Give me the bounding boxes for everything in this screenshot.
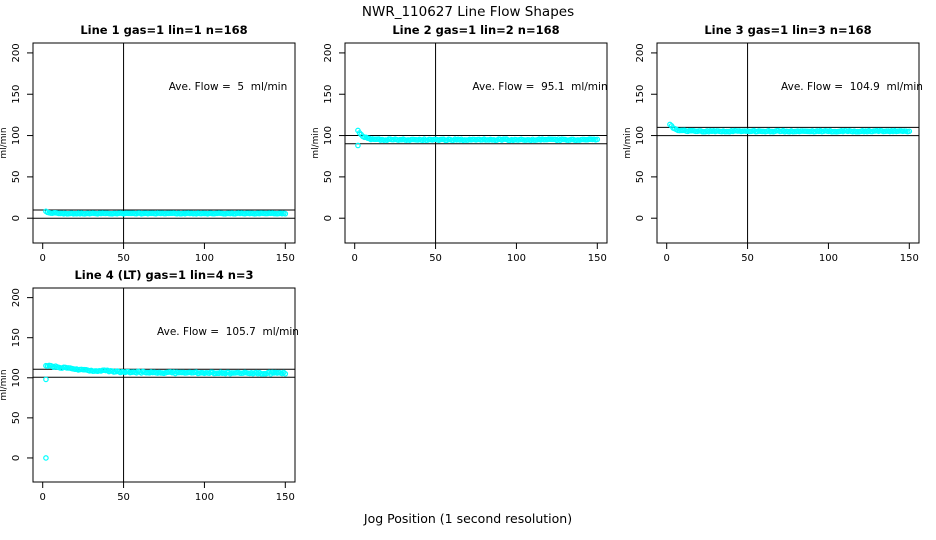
y-tick-label: 150: [323, 85, 334, 104]
x-tick-label: 100: [819, 253, 838, 264]
y-tick-label: 200: [323, 43, 334, 62]
panel-plot-4: 0 50 100 150 0 50 100 150 200 ml/min: [0, 287, 296, 503]
flow-outlier-point: [43, 376, 49, 383]
flow-data-points: [355, 127, 601, 149]
x-tick-label: 100: [195, 492, 214, 503]
plot-box: [656, 42, 920, 244]
y-tick-label: 100: [635, 126, 646, 145]
y-tick-label: 0: [11, 215, 22, 221]
y-tick-label: 150: [11, 85, 22, 104]
y-tick-label: 100: [323, 126, 334, 145]
y-tick-label: 50: [635, 171, 646, 184]
y-tick-label: 100: [11, 368, 22, 387]
panel-plot-1: 0 50 100 150 0 50 100 150 200 ml/min: [0, 42, 296, 264]
y-tick-label: 0: [11, 455, 22, 461]
x-tick-label: 150: [276, 492, 295, 503]
panel-title-line-4: Line 4 (LT) gas=1 lin=4 n=3: [74, 268, 254, 282]
flow-data-points: [43, 208, 289, 217]
y-tick-label: 50: [11, 412, 22, 425]
y-axis-unit-label: ml/min: [623, 127, 633, 158]
y-tick-label: 0: [635, 215, 646, 221]
flow-data-points: [667, 121, 913, 135]
y-tick-label: 0: [323, 215, 334, 221]
flow-point: [594, 136, 601, 143]
x-tick-label: 50: [117, 492, 130, 503]
y-axis-unit-label: ml/min: [0, 127, 9, 158]
plot-box: [32, 287, 296, 483]
x-tick-label: 150: [900, 253, 919, 264]
y-tick-label: 50: [323, 171, 334, 184]
y-tick-label: 200: [11, 288, 22, 307]
x-axis-label: Jog Position (1 second resolution): [363, 511, 573, 526]
panel-title-line-1: Line 1 gas=1 lin=1 n=168: [80, 23, 248, 37]
x-tick-label: 0: [664, 253, 670, 264]
x-tick-label: 0: [352, 253, 358, 264]
x-tick-label: 50: [429, 253, 442, 264]
flow-point: [282, 210, 289, 217]
plot-box: [32, 42, 296, 244]
panel-title-line-2: Line 2 gas=1 lin=2 n=168: [392, 23, 560, 37]
plot-box: [344, 42, 608, 244]
flow-point: [906, 128, 913, 135]
y-axis-unit-label: ml/min: [311, 127, 321, 158]
x-tick-label: 150: [276, 253, 295, 264]
flow-data-points: [43, 362, 289, 461]
ave-flow-label-3: Ave. Flow = 104.9 ml/min: [781, 81, 923, 93]
x-tick-label: 0: [40, 492, 46, 503]
y-tick-label: 50: [11, 171, 22, 184]
y-tick-label: 150: [635, 85, 646, 104]
panel-plot-2: 0 50 100 150 0 50 100 150 200 ml/min: [311, 42, 608, 264]
y-tick-label: 200: [635, 43, 646, 62]
ave-flow-label-1: Ave. Flow = 5 ml/min: [168, 81, 288, 93]
x-tick-label: 100: [507, 253, 526, 264]
flow-outlier-point: [355, 142, 361, 149]
panel-plot-3: 0 50 100 150 0 50 100 150 200 ml/min: [623, 42, 920, 264]
flow-point: [282, 370, 289, 377]
ave-flow-label-2: Ave. Flow = 95.1 ml/min: [472, 81, 608, 93]
x-tick-label: 50: [117, 253, 130, 264]
x-tick-label: 50: [741, 253, 754, 264]
figure-title: NWR_110627 Line Flow Shapes: [361, 4, 575, 20]
y-tick-label: 150: [11, 328, 22, 347]
flow-outlier-point: [43, 455, 49, 461]
x-tick-label: 150: [588, 253, 607, 264]
x-tick-label: 100: [195, 253, 214, 264]
panel-title-line-3: Line 3 gas=1 lin=3 n=168: [704, 23, 872, 37]
x-tick-label: 0: [40, 253, 46, 264]
y-axis-unit-label: ml/min: [0, 369, 9, 400]
y-tick-label: 200: [11, 43, 22, 62]
y-tick-label: 100: [11, 126, 22, 145]
ave-flow-label-4: Ave. Flow = 105.7 ml/min: [157, 326, 299, 338]
